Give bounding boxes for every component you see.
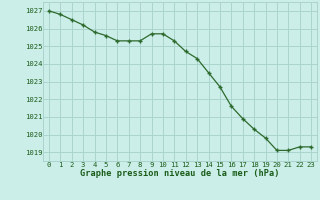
X-axis label: Graphe pression niveau de la mer (hPa): Graphe pression niveau de la mer (hPa) [80, 169, 280, 178]
